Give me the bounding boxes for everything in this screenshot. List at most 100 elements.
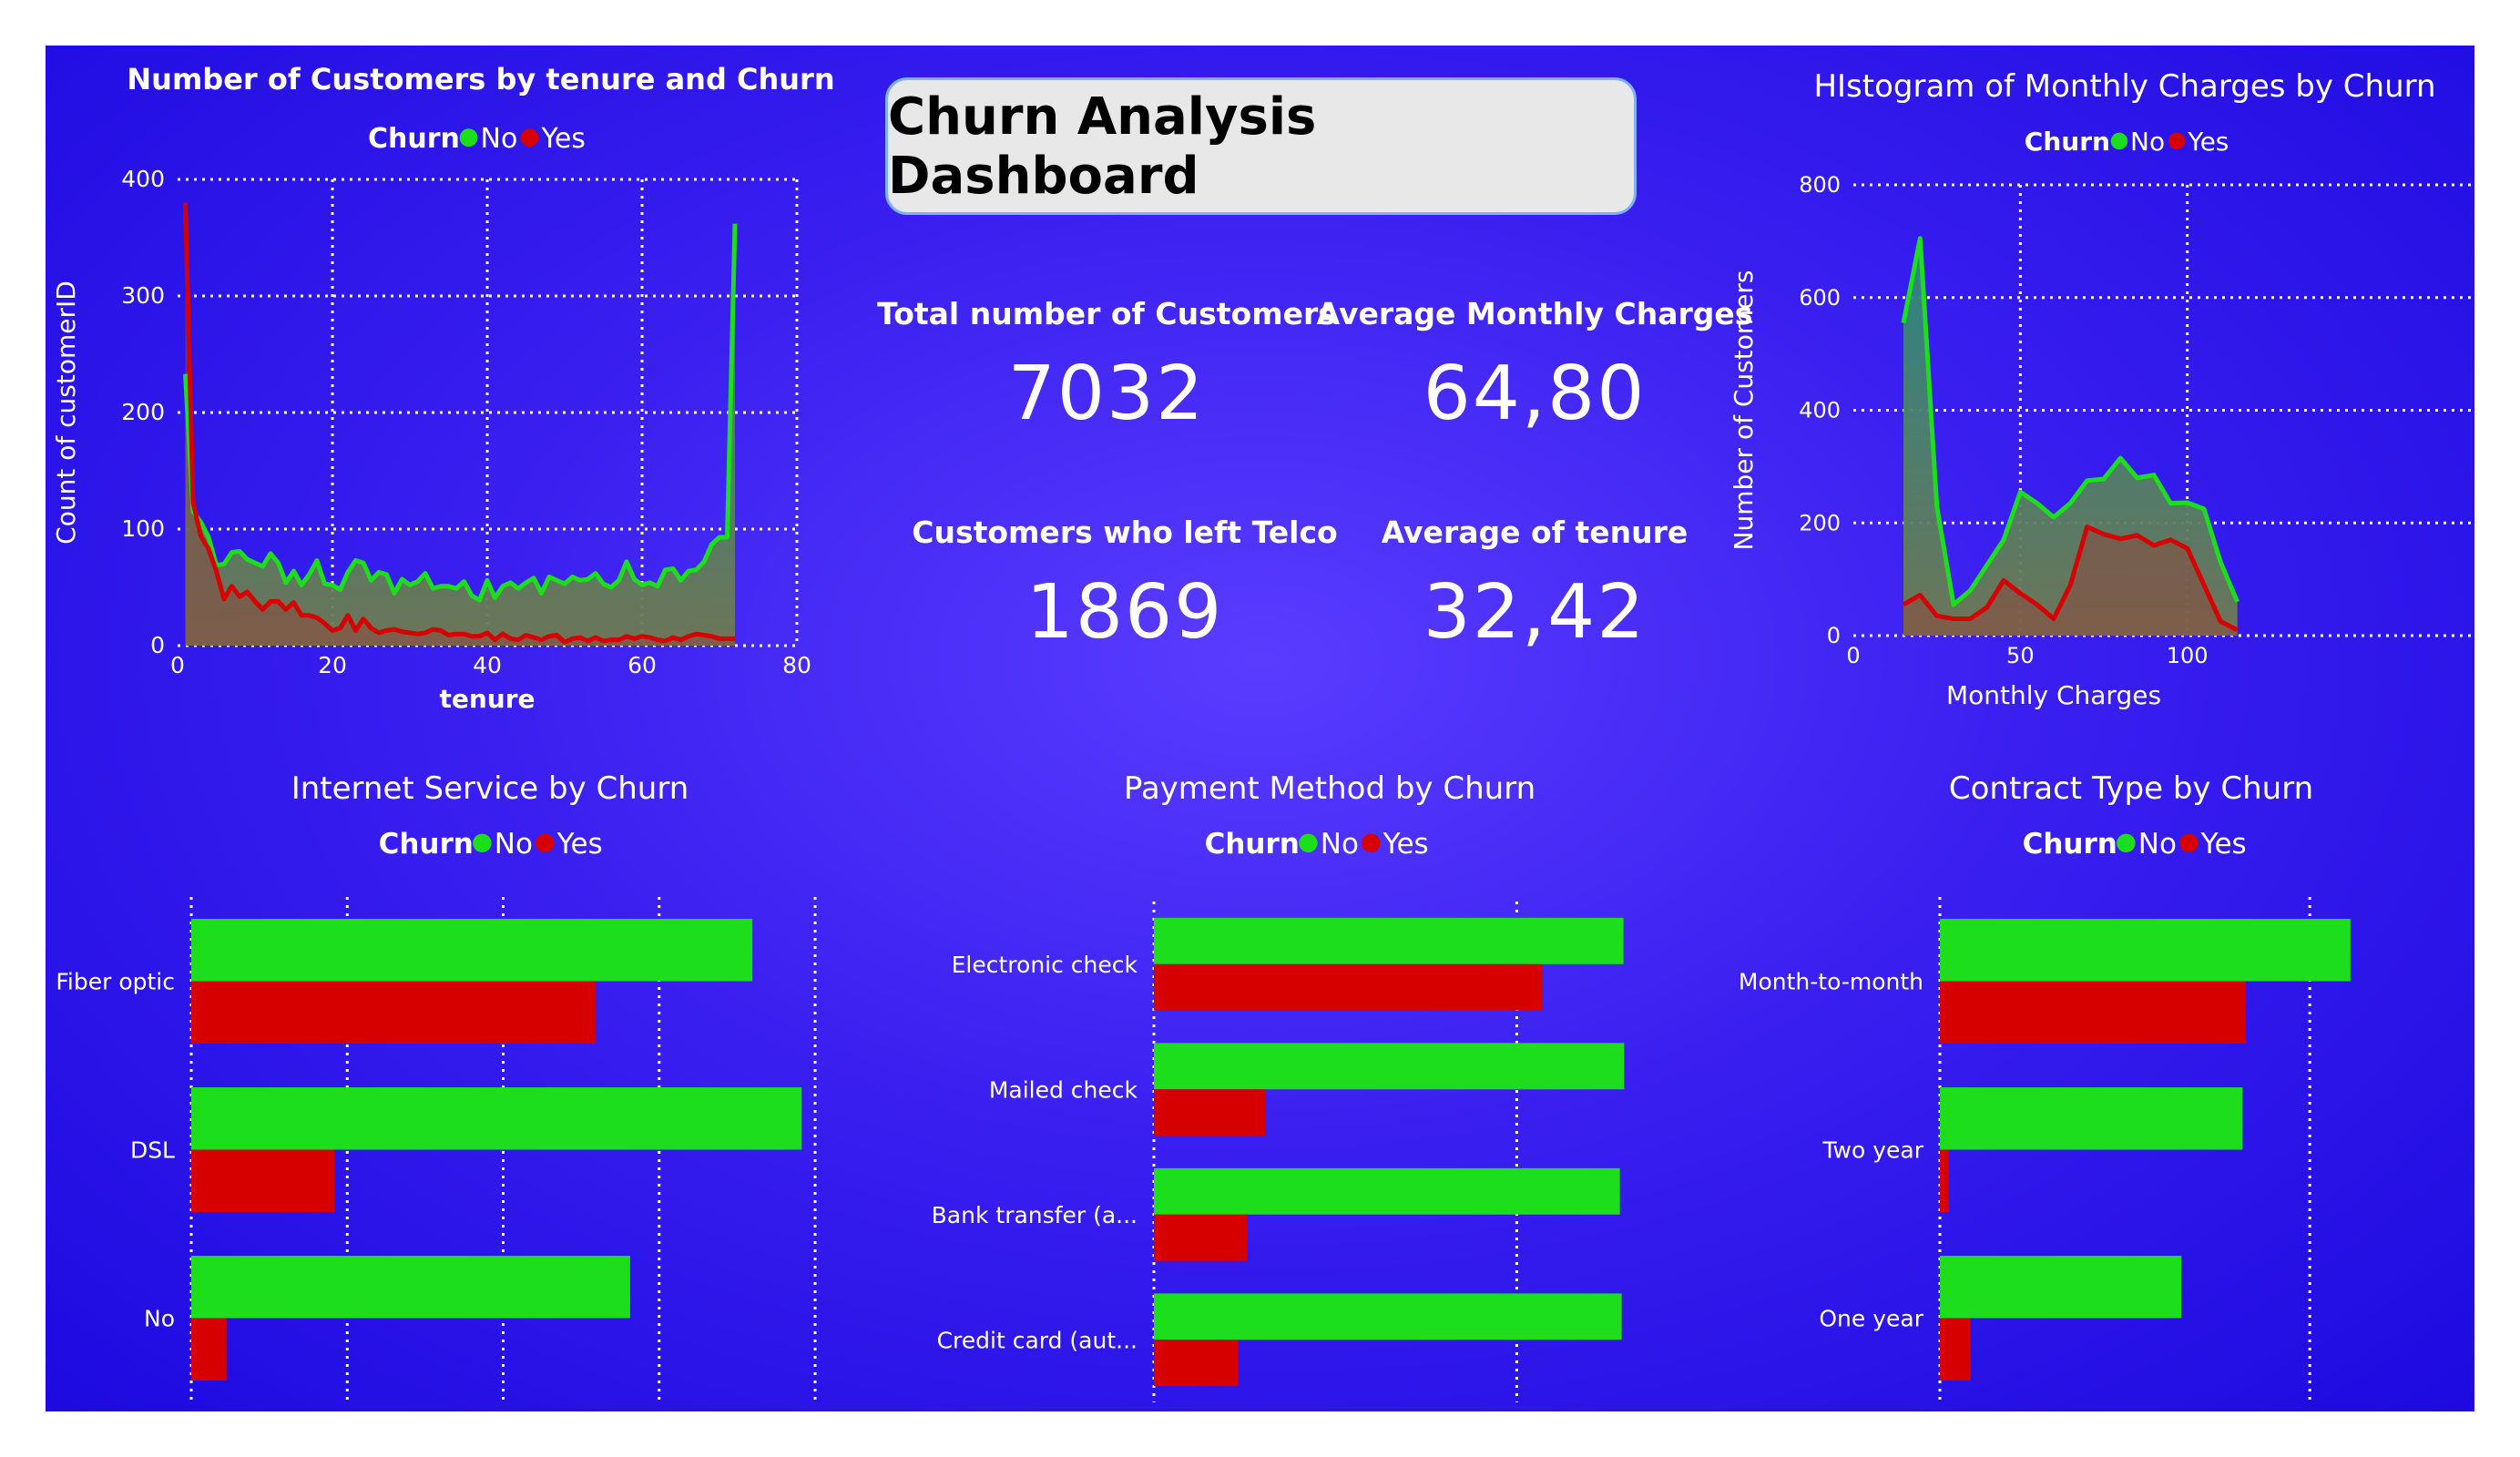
x-tick-label: 0,0K: [167, 1419, 217, 1444]
x-tick-label: 50: [2006, 643, 2035, 668]
bar-yes: [191, 981, 597, 1044]
kpi-avg-tenure-value: 32,42: [1423, 569, 1647, 656]
x-tick-label: 2,0K: [791, 1419, 841, 1444]
x-tick-label: 0: [1846, 643, 1860, 668]
x-tick-label: 0: [170, 652, 185, 678]
bar-no: [1154, 1043, 1625, 1090]
internet-service-chart: Internet Service by Churn Churn No Yes 0,0K 0…: [46, 719, 865, 1444]
monthly-charges-chart-svg: HIstogram of Monthly Charges by Churn Chu…: [1729, 68, 2520, 710]
internet-service-chart-svg: Internet Service by Churn Churn No Yes 0,0K 0…: [56, 770, 841, 1444]
category-label: Credit card (aut...: [937, 1327, 1138, 1353]
y-tick-label: 800: [1799, 172, 1841, 198]
x-tick-label: 1,5K: [635, 1419, 685, 1444]
legend-no-label: No: [2138, 828, 2177, 861]
y-axis-title: Count of customerID: [51, 280, 81, 545]
legend-yes-label: Yes: [2200, 828, 2247, 861]
chart-title: Internet Service by Churn: [291, 770, 689, 807]
category-label: DSL: [130, 1137, 175, 1164]
legend-yes-label: Yes: [2187, 127, 2229, 157]
x-tick-label: 60: [627, 652, 657, 678]
category-label: One year: [1819, 1306, 1923, 1332]
legend-no-marker: [473, 833, 492, 853]
x-axis-title: Monthly Charges: [1946, 680, 2161, 710]
x-tick-label: 100: [2167, 643, 2209, 668]
x-tick-label: 2,0K: [2285, 1419, 2335, 1444]
legend-yes-label: Yes: [556, 828, 603, 861]
y-axis-title: Number of Customers: [1729, 270, 1759, 551]
no-series-area: [1903, 238, 2238, 636]
x-tick-label: 20: [318, 652, 347, 678]
bar-yes: [1940, 981, 2247, 1044]
legend-yes-marker: [536, 833, 555, 853]
kpi-avg-monthly-label: Average Monthly Charges: [1316, 296, 1753, 331]
yes-series-area: [185, 202, 735, 646]
y-tick-label: 200: [1799, 510, 1841, 535]
legend-no-marker: [459, 128, 478, 148]
legend-no-label: No: [1321, 828, 1359, 861]
bar-no: [1154, 1167, 1620, 1215]
legend-no-label: No: [2130, 127, 2165, 157]
legend-yes-label: Yes: [541, 123, 586, 155]
y-tick-label: 400: [1799, 398, 1841, 423]
chart-title: HIstogram of Monthly Charges by Churn: [1813, 68, 2435, 105]
x-tick-label: 0,0K: [1915, 1419, 1965, 1444]
bar-no: [191, 1256, 630, 1319]
x-tick-label: 1,0K: [479, 1419, 529, 1444]
payment-method-chart-svg: Payment Method by Churn Churn No Yes 0,0K 1,0…: [932, 770, 1625, 1444]
category-label: Bank transfer (a...: [932, 1202, 1138, 1228]
legend-yes-label: Yes: [1382, 828, 1429, 861]
contract-type-chart: Contract Type by Churn Churn No Yes 0,0K 2,0K…: [1667, 719, 2474, 1444]
legend-yes-marker: [1362, 833, 1381, 853]
legend-no-marker: [1299, 833, 1318, 853]
contract-type-chart-svg: Contract Type by Churn Churn No Yes 0,0K 2,0K…: [1739, 770, 2351, 1444]
dashboard-title-box: Churn Analysis Dashboard: [885, 77, 1637, 215]
x-tick-label: 80: [782, 652, 811, 678]
legend-title: Churn: [2025, 127, 2110, 157]
kpi-total-customers-label: Total number of Customers: [877, 296, 1336, 331]
category-label: Two year: [1821, 1137, 1923, 1164]
y-tick-label: 300: [121, 282, 165, 309]
legend-title: Churn: [379, 828, 474, 861]
kpi-avg-tenure-label: Average of tenure: [1381, 515, 1689, 550]
no-series-line: [183, 223, 738, 603]
category-label: Month-to-month: [1739, 969, 1923, 995]
legend-yes-marker: [2168, 132, 2186, 150]
y-tick-label: 0: [150, 632, 165, 658]
yes-series-line: [183, 202, 735, 645]
legend-no-label: No: [495, 828, 533, 861]
chart-title: Contract Type by Churn: [1949, 770, 2313, 807]
kpi-total-customers-value: 7032: [1007, 351, 1206, 437]
bar-no: [1154, 1293, 1622, 1340]
y-tick-label: 200: [121, 399, 165, 425]
x-axis-title: tenure: [439, 684, 535, 714]
legend-yes-marker: [2179, 833, 2199, 853]
bar-yes: [1154, 1214, 1248, 1261]
category-label: Mailed check: [989, 1076, 1138, 1103]
legend-yes-marker: [520, 128, 539, 148]
bar-no: [1154, 917, 1624, 964]
yes-series-line: [1902, 525, 2239, 633]
category-label: Fiber optic: [56, 969, 175, 995]
y-tick-label: 400: [121, 166, 165, 192]
bar-no: [191, 919, 753, 982]
bar-yes: [1154, 963, 1543, 1011]
bar-no: [1940, 919, 2351, 982]
dashboard-canvas: Churn Analysis Dashboard Total number of…: [46, 46, 2520, 1444]
bar-no: [191, 1087, 802, 1150]
kpi-left-telco-value: 1869: [1025, 569, 1224, 656]
bar-yes: [191, 1318, 227, 1381]
y-tick-label: 0: [1827, 623, 1841, 648]
x-tick-label: 1,0K: [1493, 1419, 1543, 1444]
bar-yes: [1940, 1149, 1949, 1212]
legend-no-marker: [2117, 833, 2136, 853]
monthly-charges-chart: HIstogram of Monthly Charges by Churn Chu…: [1667, 46, 2520, 738]
legend-no-marker: [2110, 132, 2128, 150]
legend-no-label: No: [481, 123, 518, 155]
payment-method-chart: Payment Method by Churn Churn No Yes 0,0K 1,0…: [865, 719, 1667, 1444]
kpi-avg-monthly-value: 64,80: [1423, 351, 1647, 437]
bar-no: [1940, 1256, 2182, 1319]
bar-yes: [1154, 1089, 1266, 1136]
category-label: No: [144, 1306, 175, 1332]
tenure-chart-svg: Number of Customers by tenure and Churn C…: [51, 62, 835, 714]
category-label: Electronic check: [952, 952, 1138, 978]
